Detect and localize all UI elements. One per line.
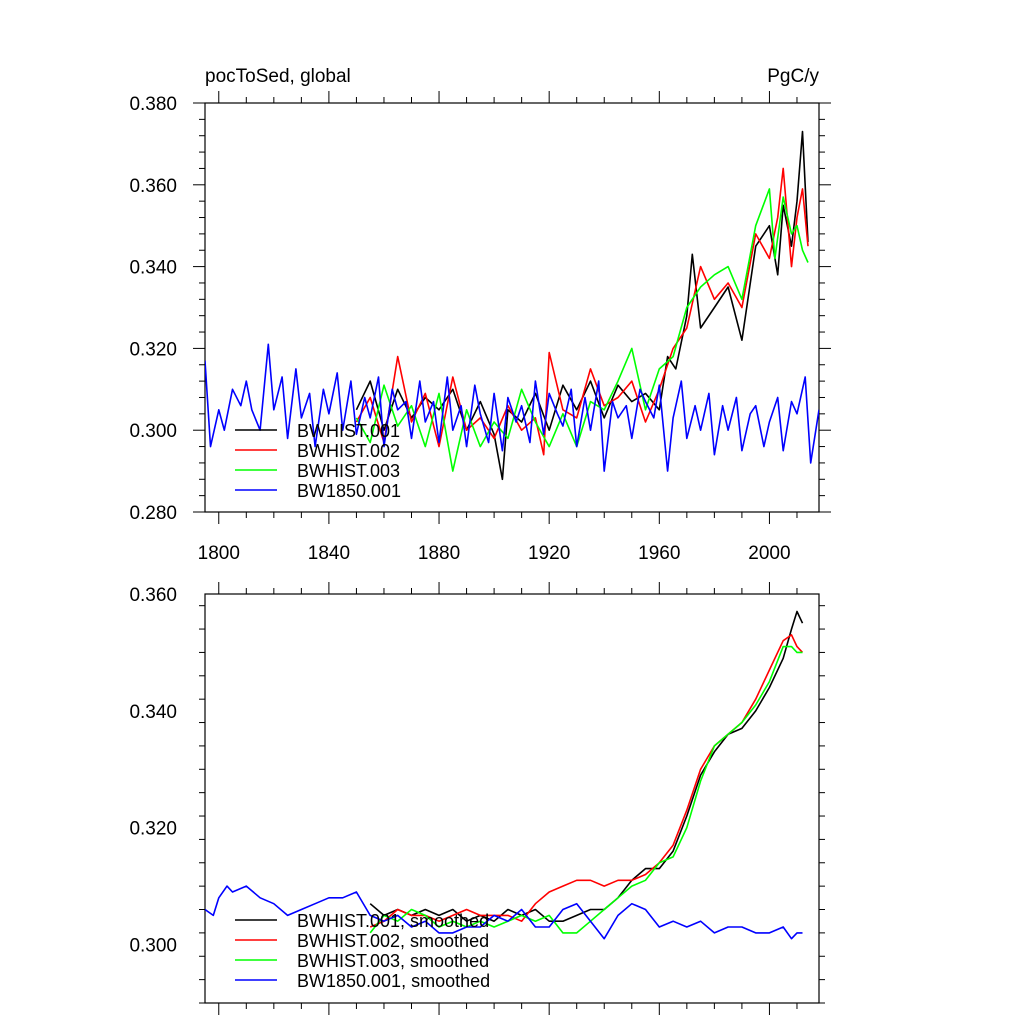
x-tick-label: 1960 <box>638 543 680 564</box>
top-axes: 1800 1840 1880 1920 1960 2000 0.280 0.300 0.320 0… <box>129 91 831 564</box>
y-tick-label: 0.380 <box>129 94 177 115</box>
series-line-2 <box>369 634 804 928</box>
y-tick-label: 0.340 <box>129 258 177 279</box>
chart-title: pocToSed, global <box>205 66 351 87</box>
bottom-axes: 0.300 0.320 0.340 0.360 <box>129 582 825 1015</box>
top-series-lines <box>205 130 819 481</box>
y-tick-label: 0.320 <box>129 819 177 840</box>
legend-label: BWHIST.001, smoothed <box>297 911 489 931</box>
y-tick-label: 0.360 <box>129 585 177 606</box>
legend-label: BWHIST.003, smoothed <box>297 951 489 971</box>
x-tick-label: 1920 <box>528 543 570 564</box>
legend-label: BWHIST.003 <box>297 461 400 481</box>
legend-label: BWHIST.002, smoothed <box>297 931 489 951</box>
top-panel: pocToSed, global PgC/y 1800 1840 1880 1920 1… <box>129 66 831 564</box>
bottom-plot-frame <box>204 593 820 1004</box>
x-tick-label: 1880 <box>418 543 460 564</box>
series-line-4 <box>205 343 819 472</box>
series-line-3 <box>355 188 809 472</box>
x-tick-label: 1800 <box>198 543 240 564</box>
x-tick-label: 2000 <box>748 543 790 564</box>
bottom-series-lines <box>205 610 804 940</box>
series-line-4 <box>205 885 803 940</box>
series-line-3 <box>369 645 803 934</box>
legend-label: BW1850.001, smoothed <box>297 971 490 991</box>
top-plot-frame <box>204 102 820 513</box>
units-label: PgC/y <box>767 66 819 87</box>
legend-label: BWHIST.002 <box>297 441 400 461</box>
y-tick-label: 0.340 <box>129 702 177 723</box>
x-tick-label: 1840 <box>308 543 350 564</box>
legend-label: BW1850.001 <box>297 481 401 501</box>
y-tick-label: 0.280 <box>129 503 177 524</box>
bottom-panel: 0.300 0.320 0.340 0.360 BWHIST.001, smoothe… <box>129 582 825 1015</box>
y-tick-label: 0.300 <box>129 936 177 957</box>
y-tick-label: 0.300 <box>129 421 177 442</box>
legend-label: BWHIST.001 <box>297 421 400 441</box>
y-tick-label: 0.360 <box>129 176 177 197</box>
series-line-1 <box>369 610 804 923</box>
y-tick-label: 0.320 <box>129 339 177 360</box>
